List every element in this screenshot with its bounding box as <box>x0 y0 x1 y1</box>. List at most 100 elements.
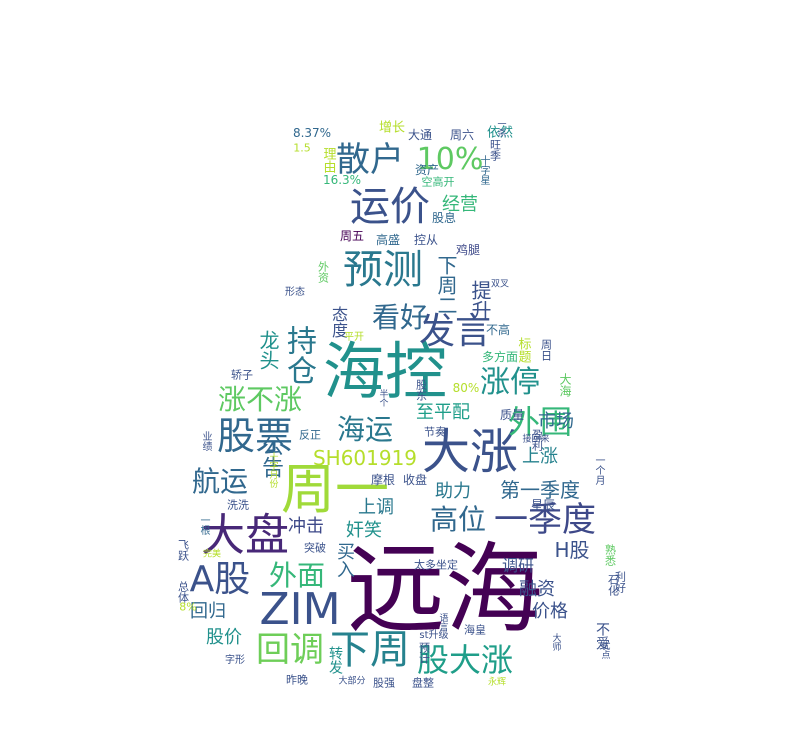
word-cloud-word: 转发 <box>327 646 343 674</box>
word-cloud-word: 昨晚 <box>286 673 308 687</box>
word-cloud-word: 永辉 <box>487 677 507 688</box>
word-cloud-word: 下周 <box>330 627 410 673</box>
word-cloud-word: 上调 <box>358 497 394 518</box>
word-cloud-word: 回调 <box>256 630 324 670</box>
word-cloud-word: 融资 <box>519 579 555 600</box>
word-cloud-word: 周一 <box>281 458 389 521</box>
word-cloud-word: 发言 <box>418 311 492 352</box>
word-cloud-word: 股息 <box>431 211 457 225</box>
word-cloud-word: 涨停 <box>480 365 540 400</box>
word-cloud-word: 洗洗 <box>227 498 249 512</box>
word-cloud-word: 上涨 <box>522 446 558 467</box>
word-cloud-word: 周六 <box>449 128 475 142</box>
word-cloud-word: 轿子 <box>231 368 253 382</box>
word-cloud-word: 外面 <box>268 559 326 592</box>
word-cloud-word: 太多坐定 <box>414 558 458 572</box>
word-cloud-word: 持仓 <box>281 325 316 385</box>
word-cloud-word: 散户 <box>336 140 404 180</box>
word-cloud-word: 1.5 <box>293 141 311 155</box>
word-cloud-word: 运价 <box>350 184 430 230</box>
word-cloud-word: 总体 <box>176 581 190 603</box>
word-cloud-word: 调研 <box>501 556 535 575</box>
word-cloud-word: 鸡腿 <box>455 243 481 257</box>
word-cloud-word: 高盛 <box>375 233 401 247</box>
word-cloud-word: 看好 <box>371 301 429 334</box>
word-cloud-word: 周五 <box>339 229 365 243</box>
word-cloud-word: 控从 <box>413 233 439 247</box>
word-cloud-word: ZIM <box>259 584 341 635</box>
word-cloud-word: 股票 <box>216 414 294 458</box>
word-cloud-word: 增长 <box>378 120 406 136</box>
word-cloud-word: 标题 <box>515 337 531 363</box>
word-cloud-word: 多方面 <box>481 350 519 364</box>
word-cloud-word: 大部分 <box>338 676 366 687</box>
word-cloud-word: 依然 <box>486 125 514 141</box>
word-cloud-word: 8.37% <box>292 126 332 140</box>
word-cloud-word: 态度 <box>329 306 348 338</box>
word-cloud-word: 理由 <box>320 147 336 173</box>
word-cloud-word: 股大涨 <box>416 641 514 679</box>
word-cloud-word: 公告 <box>258 434 283 478</box>
word-cloud-word: A股 <box>189 559 251 600</box>
word-cloud-word: 股价 <box>206 627 242 648</box>
word-cloud-word: 反正 <box>299 428 321 442</box>
word-cloud-word: 完美 <box>202 549 222 560</box>
word-cloud-word: 星辰 <box>530 498 556 512</box>
word-cloud-word: 十字星 <box>478 155 489 185</box>
word-cloud-word: 质量 <box>499 408 525 422</box>
word-cloud-word: 接回来 <box>522 434 550 445</box>
word-cloud-word: 不爱 <box>594 622 610 650</box>
word-cloud-word: 盘整 <box>412 676 434 690</box>
word-cloud-word: 一根 <box>198 515 209 535</box>
word-cloud-word: st升级 <box>419 630 449 641</box>
word-cloud-word: 奸笑 <box>346 520 382 541</box>
word-cloud-word: 80% <box>452 381 480 395</box>
word-cloud-word: 涨不涨 <box>217 383 303 416</box>
word-cloud-word: 旺季 <box>488 139 502 161</box>
word-cloud-word: 海运 <box>336 413 394 446</box>
word-cloud-word: 字形 <box>225 655 245 666</box>
word-cloud-word: 熟悉 <box>603 544 617 566</box>
word-cloud-word: 冲击 <box>288 516 324 537</box>
word-cloud-word: 预计 <box>417 642 431 664</box>
word-cloud-word: 龙头 <box>256 330 280 370</box>
word-cloud-word: 形态 <box>285 287 305 298</box>
word-cloud-word: 提升 <box>468 280 492 320</box>
word-cloud-word: 买入 <box>334 542 355 578</box>
word-cloud-word: 股东 <box>414 379 428 401</box>
word-cloud-word: 航运 <box>191 465 249 498</box>
word-cloud-word: 突破 <box>304 541 326 555</box>
word-cloud-word: 石化 <box>606 574 620 596</box>
word-cloud-word: 摩根 <box>370 473 396 487</box>
word-cloud-word: 十字月份 <box>267 452 278 488</box>
word-cloud-word: 大海 <box>558 373 572 397</box>
word-cloud-word: 不高 <box>485 323 511 337</box>
word-cloud-word: 盈利 <box>530 429 544 451</box>
word-cloud-word: SH601919 <box>312 446 418 470</box>
word-cloud-word: 回归 <box>190 601 226 622</box>
word-cloud-word: 经营 <box>442 194 478 215</box>
word-cloud-word: 半个 <box>377 389 388 407</box>
word-cloud-word: H股 <box>554 538 590 562</box>
word-cloud-word: 一杀 <box>495 119 506 137</box>
word-cloud-word: 8% <box>179 600 197 614</box>
word-cloud-word: 市场 <box>538 411 574 432</box>
word-cloud-word: 外资 <box>316 261 330 283</box>
word-cloud-word: 高位 <box>429 503 487 536</box>
word-cloud-word: 海控 <box>322 335 448 408</box>
word-cloud-word: 语言 <box>437 613 448 631</box>
word-cloud-word: 16.3% <box>322 173 362 187</box>
word-cloud-word: 一季度 <box>494 500 596 540</box>
word-cloud-word: 空高开 <box>421 175 455 189</box>
word-cloud-word: 至平配 <box>416 402 470 423</box>
word-cloud-word: 大盘 <box>201 510 289 561</box>
word-cloud-word: 第一季度 <box>500 478 580 502</box>
word-cloud-word: 下周二 <box>434 255 458 315</box>
word-cloud-word: 大师 <box>550 633 561 651</box>
word-cloud-word: 股强 <box>373 676 395 690</box>
word-cloud-word: 平开 <box>344 332 364 343</box>
word-cloud-word: 价格 <box>532 601 568 622</box>
word-cloud-word: 远海 <box>346 533 544 647</box>
word-cloud-word: 预测 <box>343 247 423 293</box>
word-cloud-word: 周日 <box>539 339 553 361</box>
